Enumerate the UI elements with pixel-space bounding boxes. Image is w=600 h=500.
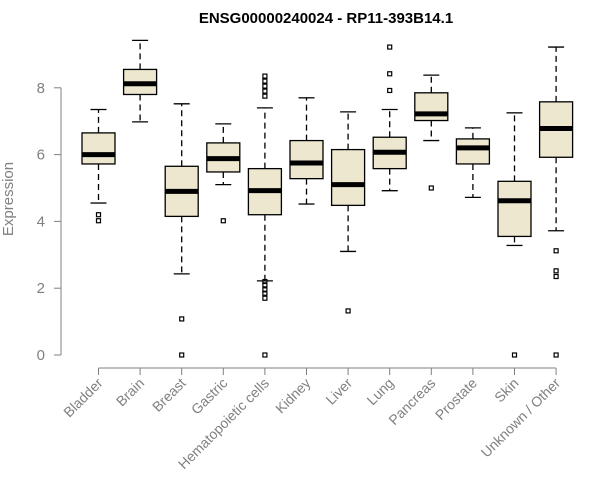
y-tick-label: 2 [37, 280, 45, 297]
y-tick-label: 0 [37, 347, 45, 364]
x-tick-label: Kidney [272, 375, 314, 417]
iqr-box [81, 132, 116, 165]
outlier-point [262, 282, 268, 288]
outlier-point [262, 278, 268, 285]
boxes-group [81, 39, 574, 358]
y-tick-label: 6 [37, 147, 45, 164]
outlier-point [95, 218, 102, 224]
y-axis: 0 2 4 6 8 [37, 80, 62, 364]
outlier-point [179, 316, 185, 322]
box-bladder [81, 108, 116, 224]
box-skin [497, 112, 532, 358]
outlier-point [387, 71, 393, 77]
x-tick-label: Lung [363, 375, 396, 408]
outlier-point [179, 352, 185, 358]
box-gastric [206, 123, 241, 224]
x-tick-label: Bladder [60, 375, 106, 421]
outlier-point [428, 185, 434, 191]
outlier-point [262, 287, 268, 293]
chart-title: ENSG00000240024 - RP11-393B14.1 [199, 10, 453, 27]
box-lung [372, 44, 407, 192]
outlier-point [262, 290, 268, 296]
outlier-point [553, 352, 559, 358]
box-brain [122, 39, 158, 123]
y-tick-label: 4 [37, 213, 45, 230]
outlier-point [95, 212, 102, 218]
box-prostate [455, 127, 491, 199]
x-tick-label: Breast [149, 375, 189, 415]
x-tick-label: Liver [322, 375, 355, 408]
outlier-point [262, 93, 268, 99]
box-liver [330, 111, 366, 314]
x-tick-label: Skin [491, 375, 522, 406]
outlier-point [262, 78, 268, 84]
outlier-point [262, 83, 268, 89]
box-unknown-other [538, 46, 574, 358]
iqr-box [330, 148, 366, 207]
box-hematopoietic-cells [247, 73, 283, 358]
outlier-point [262, 352, 268, 358]
x-tick-label: Unknown / Other [478, 375, 564, 461]
outlier-point [262, 73, 268, 79]
outlier-point [553, 273, 559, 280]
y-tick-label: 8 [37, 80, 45, 97]
iqr-box [289, 139, 324, 180]
x-tick-label: Brain [113, 375, 147, 409]
iqr-box [455, 138, 491, 165]
outlier-point [345, 308, 351, 314]
box-kidney [289, 97, 324, 205]
box-breast [164, 103, 199, 358]
iqr-box [497, 180, 532, 238]
outlier-point [387, 87, 393, 94]
outlier-point [553, 268, 559, 274]
outlier-point [511, 352, 518, 358]
y-axis-label: Expression [0, 162, 17, 236]
outlier-point [553, 248, 559, 254]
iqr-box [414, 92, 449, 122]
outlier-point [220, 218, 226, 224]
box-pancreas [414, 74, 449, 191]
outlier-point [387, 44, 393, 50]
x-tick-label: Prostate [432, 375, 480, 423]
outlier-point [262, 295, 268, 301]
outlier-point [262, 88, 268, 94]
